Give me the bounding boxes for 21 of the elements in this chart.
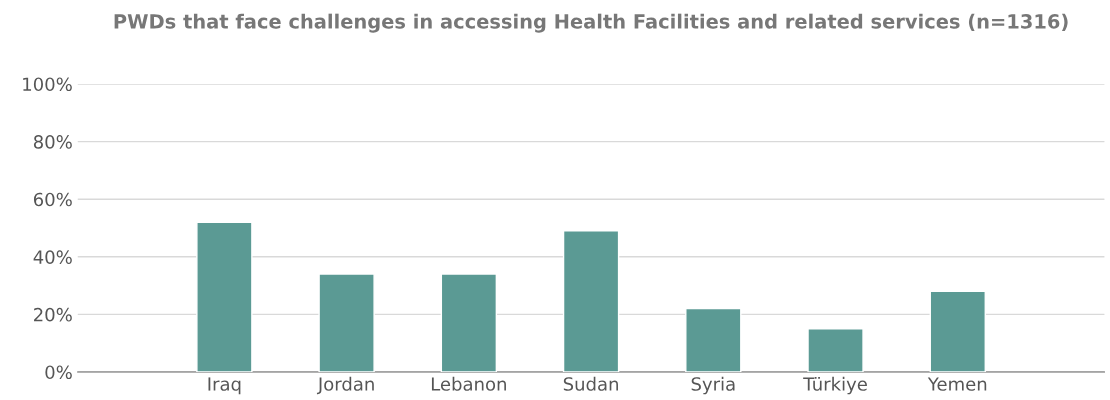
x-tick-label: Syria (691, 376, 735, 395)
bar (929, 290, 986, 372)
y-tick-label: 80% (33, 135, 72, 149)
y-tick-label: 40% (33, 250, 72, 264)
bar (196, 221, 253, 372)
chart-title: PWDs that face challenges in accessing Health Facilities and related services (n=1316) (114, 13, 1068, 33)
bar (685, 307, 742, 372)
x-tick-label: Lebanon (431, 376, 506, 391)
bar (318, 273, 375, 372)
y-tick-label: 20% (34, 307, 72, 322)
x-tick-label: Türkiye (803, 376, 867, 395)
x-tick-label: Yemen (927, 377, 987, 391)
y-tick-label: 0% (45, 365, 72, 380)
y-tick-label: 60% (33, 192, 72, 207)
x-tick-label: Iraq (208, 377, 241, 395)
x-tick-label: Jordan (316, 376, 374, 395)
bar (807, 328, 864, 372)
bar (562, 230, 620, 372)
x-tick-label: Sudan (563, 376, 618, 391)
y-tick-label: 100% (23, 77, 72, 92)
bar (440, 273, 498, 372)
